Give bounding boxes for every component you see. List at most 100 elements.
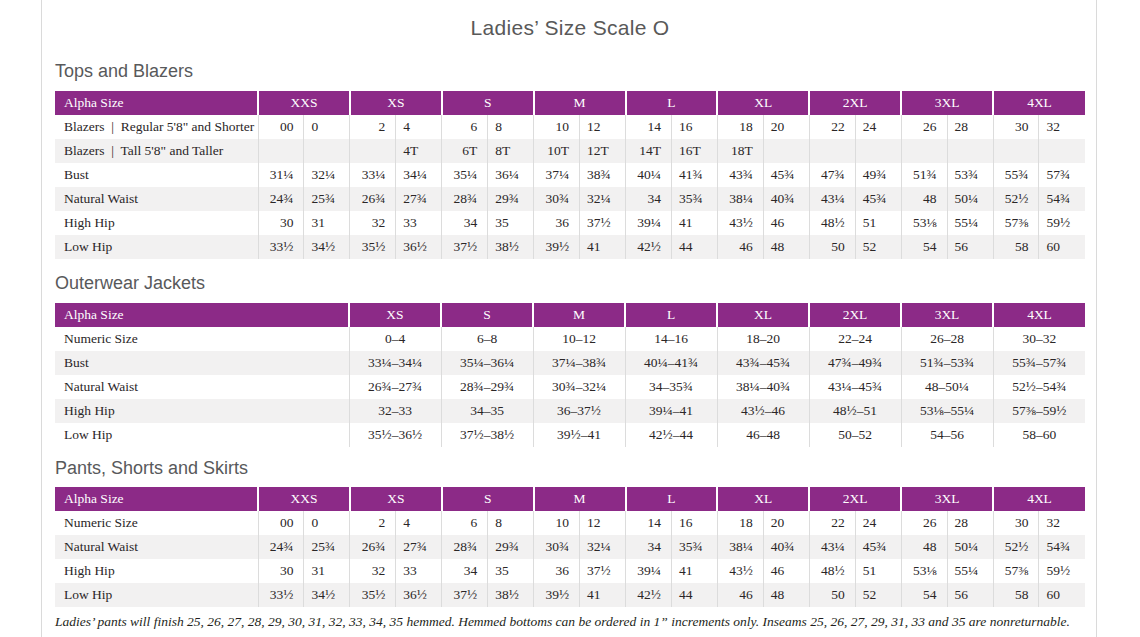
size-cell: 37½: [580, 559, 626, 583]
size-cell: 14: [626, 511, 672, 535]
size-cell: 29¾: [488, 535, 534, 559]
alpha-size-header: Alpha Size: [55, 303, 349, 327]
size-cell: 46: [717, 583, 763, 607]
size-cell: 27¾: [396, 187, 442, 211]
size-cell: 30¾–32¼: [533, 375, 625, 399]
table-row: Low Hip33½34½35½36½37½38½39½4142½4446485…: [55, 583, 1085, 607]
size-cell: 36½: [396, 235, 442, 259]
size-cell: 39¼–41: [625, 399, 717, 423]
size-cell: 51: [855, 559, 901, 583]
page-edge-left-line: [41, 0, 42, 637]
size-cell: 32¼: [580, 187, 626, 211]
size-cell: 4T: [396, 139, 442, 163]
size-column-header: 3XL: [901, 487, 993, 511]
size-cell: 32¼: [304, 163, 350, 187]
size-cell: 38½: [488, 583, 534, 607]
size-cell: 49¾: [855, 163, 901, 187]
size-cell: 35¾: [671, 187, 717, 211]
size-cell: [1039, 139, 1085, 163]
size-table: Alpha SizeXSSMLXL2XL3XL4XLNumeric Size0–…: [55, 303, 1085, 447]
size-column-header: XXS: [258, 487, 350, 511]
size-cell: 53⅛: [901, 211, 947, 235]
size-cell: 32: [350, 559, 396, 583]
size-cell: 34–35: [441, 399, 533, 423]
size-cell: 48: [901, 187, 947, 211]
size-cell: 16T: [671, 139, 717, 163]
size-column-header: 2XL: [809, 91, 901, 115]
section-tops-and-blazers: Tops and Blazers Alpha SizeXXSXSSMLXL2XL…: [55, 60, 1085, 259]
page-title: Ladies’ Size Scale O: [55, 15, 1085, 41]
size-cell: 34½: [304, 235, 350, 259]
size-cell: 40¼: [626, 163, 672, 187]
size-cell: 48: [763, 235, 809, 259]
size-cell: 33½: [258, 235, 304, 259]
size-cell: 50–52: [809, 423, 901, 447]
size-column-header: XL: [717, 487, 809, 511]
size-cell: 24¾: [258, 535, 304, 559]
size-cell: 51¾–53¾: [901, 351, 993, 375]
size-cell: 46: [717, 235, 763, 259]
size-cell: 35: [488, 211, 534, 235]
size-cell: 18: [717, 511, 763, 535]
size-cell: 52: [855, 235, 901, 259]
size-cell: 53⅛: [901, 559, 947, 583]
size-cell: 48½: [809, 211, 855, 235]
size-cell: 26¾: [350, 535, 396, 559]
size-cell: 33¼: [350, 163, 396, 187]
size-cell: 12: [580, 511, 626, 535]
size-column-header: L: [626, 487, 718, 511]
size-cell: 54: [901, 235, 947, 259]
size-cell: [947, 139, 993, 163]
section-heading-outerwear-jackets: Outerwear Jackets: [55, 272, 1085, 294]
size-cell: 41: [671, 211, 717, 235]
size-cell: 10–12: [533, 327, 625, 351]
size-cell: 20: [763, 115, 809, 139]
size-cell: 36–37½: [533, 399, 625, 423]
size-cell: 34¼: [396, 163, 442, 187]
size-cell: 20: [763, 511, 809, 535]
size-table: Alpha SizeXXSXSSMLXL2XL3XL4XLBlazers | R…: [55, 91, 1085, 259]
size-cell: 55¼: [947, 211, 993, 235]
header-row: Alpha SizeXXSXSSMLXL2XL3XL4XL: [55, 91, 1085, 115]
size-cell: 58–60: [993, 423, 1085, 447]
size-cell: [901, 139, 947, 163]
table-row: Low Hip33½34½35½36½37½38½39½4142½4446485…: [55, 235, 1085, 259]
size-cell: 60: [1039, 583, 1085, 607]
size-chart-page: Ladies’ Size Scale O Tops and Blazers Al…: [0, 0, 1140, 637]
size-cell: 52½: [993, 535, 1039, 559]
size-cell: 55¾–57¾: [993, 351, 1085, 375]
size-cell: 57⅜–59½: [993, 399, 1085, 423]
size-column-header: 3XL: [901, 303, 993, 327]
size-cell: 59½: [1039, 211, 1085, 235]
size-column-header: XXS: [258, 91, 350, 115]
size-column-header: XS: [350, 91, 442, 115]
alpha-size-header: Alpha Size: [55, 487, 258, 511]
section-pants-shorts-skirts: Pants, Shorts and Skirts Alpha SizeXXSXS…: [55, 457, 1085, 607]
size-cell: [809, 139, 855, 163]
size-cell: [993, 139, 1039, 163]
size-cell: 56: [947, 583, 993, 607]
size-cell: 58: [993, 583, 1039, 607]
size-cell: 43¼: [809, 187, 855, 211]
outerwear-jackets-table: Alpha SizeXSSMLXL2XL3XL4XLNumeric Size0–…: [55, 303, 1085, 447]
size-cell: 50¼: [947, 187, 993, 211]
size-cell: 37¼–38¾: [533, 351, 625, 375]
row-label: Natural Waist: [55, 375, 349, 399]
size-cell: 41: [671, 559, 717, 583]
table-row: Blazers | Regular 5'8" and Shorter000246…: [55, 115, 1085, 139]
row-label: Bust: [55, 163, 258, 187]
row-label: Numeric Size: [55, 327, 349, 351]
size-cell: 0: [304, 115, 350, 139]
header-row: Alpha SizeXXSXSSMLXL2XL3XL4XL: [55, 487, 1085, 511]
size-column-header: 4XL: [993, 487, 1085, 511]
size-cell: 38½: [488, 235, 534, 259]
size-cell: 51¾: [901, 163, 947, 187]
size-cell: 45¾: [855, 535, 901, 559]
size-cell: 54¾: [1039, 187, 1085, 211]
size-cell: 2: [350, 115, 396, 139]
size-cell: [855, 139, 901, 163]
size-cell: 31¼: [258, 163, 304, 187]
size-cell: 37½: [442, 583, 488, 607]
size-cell: [258, 139, 304, 163]
size-cell: 45¾: [763, 163, 809, 187]
